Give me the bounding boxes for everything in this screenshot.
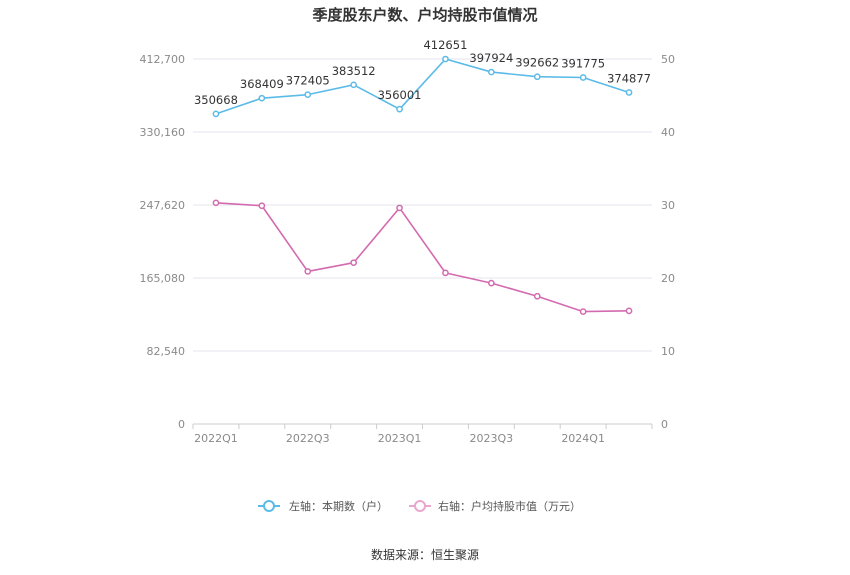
left-tick-label: 0 [178, 418, 185, 431]
right-tick-label: 20 [661, 272, 675, 285]
x-tick-label: 2024Q1 [561, 432, 605, 445]
right-tick-label: 0 [661, 418, 668, 431]
right-tick-label: 50 [661, 53, 675, 66]
data-point [442, 269, 449, 277]
data-point [350, 259, 357, 267]
data-label: 374877 [607, 71, 651, 85]
data-label: 397924 [469, 51, 513, 65]
legend-marker [263, 500, 275, 512]
data-label: 356001 [378, 88, 422, 102]
data-point [625, 89, 633, 96]
x-tick-label: 2022Q1 [194, 432, 238, 445]
data-point [625, 307, 633, 315]
data-label: 368409 [240, 77, 284, 91]
data-label: 392662 [515, 56, 559, 70]
data-point [258, 202, 266, 210]
data-point [212, 199, 220, 207]
left-tick-label: 330,160 [140, 126, 186, 139]
legend-label: 左轴：本期数（户） [289, 499, 388, 513]
data-point [304, 91, 312, 98]
series-line [215, 58, 630, 115]
data-label: 350668 [194, 93, 238, 107]
data-point [396, 105, 403, 113]
x-tick-label: 2022Q3 [286, 432, 330, 445]
legend-item-2[interactable]: 右轴：户均持股市值（万元） [409, 499, 581, 513]
source-note: 数据来源：恒生聚源 [371, 547, 479, 562]
data-point [258, 94, 266, 102]
chart-title: 季度股东户数、户均持股市值情况 [312, 6, 537, 24]
data-point [396, 204, 403, 212]
left-tick-label: 82,540 [147, 345, 186, 358]
left-tick-label: 412,700 [140, 53, 186, 66]
data-label: 383512 [332, 64, 376, 78]
left-tick-label: 165,080 [140, 272, 186, 285]
data-point [533, 292, 541, 300]
legend-marker [414, 500, 426, 512]
data-point [304, 268, 312, 275]
legend-label: 右轴：户均持股市值（万元） [438, 499, 581, 513]
data-point [579, 74, 587, 81]
series-2 [212, 199, 633, 315]
data-point [579, 308, 587, 315]
data-point [488, 279, 495, 287]
x-axis-ticks: 2022Q1 2022Q3 2023Q1 2023Q3 2024Q1 [192, 424, 653, 445]
x-tick-label: 2023Q3 [470, 432, 514, 445]
data-label: 372405 [286, 74, 330, 88]
x-tick-label: 2023Q1 [378, 432, 422, 445]
right-tick-label: 30 [661, 199, 675, 212]
right-tick-label: 40 [661, 126, 675, 139]
data-label: 412651 [423, 38, 467, 52]
data-point [442, 55, 449, 63]
left-tick-label: 247,620 [140, 199, 186, 212]
data-label: 391775 [561, 57, 605, 71]
left-axis-ticks: 0 82,540 165,080 247,620 330,160 412,700 [140, 53, 186, 431]
data-point [350, 81, 357, 89]
data-point [488, 68, 495, 76]
series-line [215, 202, 630, 313]
right-axis-ticks: 0 10 20 30 40 50 [661, 53, 675, 431]
data-point [212, 110, 220, 118]
legend-item-1[interactable]: 左轴：本期数（户） [258, 499, 388, 513]
legend[interactable]: 左轴：本期数（户） 右轴：户均持股市值（万元） [258, 499, 581, 513]
data-point [533, 73, 541, 81]
gridlines [193, 58, 652, 425]
right-tick-label: 10 [661, 345, 675, 358]
